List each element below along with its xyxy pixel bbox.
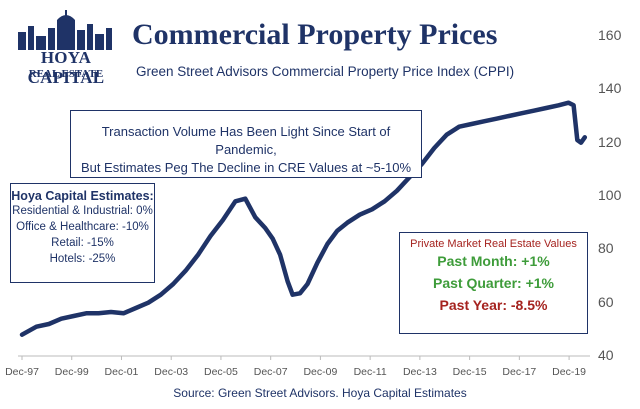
estimate-residential-industrial: Residential & Industrial: 0%: [12, 205, 153, 217]
x-tick-label: Dec-17: [502, 366, 537, 378]
past-quarter-value: Past Quarter: +1%: [433, 275, 554, 291]
pandemic-note-line-1: Transaction Volume Has Been Light Since …: [101, 124, 391, 157]
private-market-box: Private Market Real Estate Values Past M…: [399, 232, 588, 334]
past-year-value: Past Year: -8.5%: [439, 297, 548, 313]
x-tick-label: Dec-13: [402, 366, 437, 378]
y-tick-label: 40: [598, 347, 614, 363]
x-tick-label: Dec-19: [552, 366, 587, 378]
x-tick-label: Dec-15: [452, 366, 487, 378]
pandemic-note: Transaction Volume Has Been Light Since …: [70, 110, 422, 178]
x-tick-label: Dec-01: [104, 366, 139, 378]
x-tick-label: Dec-97: [5, 366, 39, 378]
logo-subtitle: REAL ESTATE: [28, 68, 104, 80]
y-tick-label: 100: [598, 187, 622, 203]
estimates-title: Hoya Capital Estimates:: [11, 189, 154, 203]
estimate-retail: Retail: -15%: [51, 237, 114, 249]
past-month-value: Past Month: +1%: [437, 253, 550, 269]
x-tick-label: Dec-11: [353, 366, 387, 378]
logo-name: HOYA CAPITAL: [27, 48, 105, 87]
private-market-title: Private Market Real Estate Values: [410, 238, 577, 250]
y-tick-label: 120: [598, 133, 622, 150]
y-tick-label: 160: [598, 27, 622, 43]
source-note: Source: Green Street Advisors. Hoya Capi…: [173, 386, 467, 400]
chart-title: Commercial Property Prices: [132, 18, 498, 51]
x-tick-label: Dec-07: [253, 366, 288, 378]
x-tick-label: Dec-09: [303, 366, 338, 378]
estimate-office-healthcare: Office & Healthcare: -10%: [16, 221, 149, 233]
x-tick-label: Dec-05: [204, 366, 238, 378]
skyline-icon: [18, 10, 112, 50]
pandemic-note-line-2: But Estimates Peg The Decline in CRE Val…: [80, 160, 412, 175]
hoya-capital-logo: HOYA CAPITAL REAL ESTATE: [14, 10, 118, 90]
series-line-cppi: [19, 100, 588, 337]
estimates-box: Hoya Capital Estimates: Residential & In…: [10, 183, 155, 283]
x-tick-label: Dec-03: [154, 366, 189, 378]
chart-subtitle: Green Street Advisors Commercial Propert…: [136, 64, 515, 79]
x-tick-marks: [21, 356, 570, 360]
y-tick-label: 80: [598, 240, 614, 257]
y-tick-label: 60: [598, 293, 614, 310]
estimate-hotels: Hotels: -25%: [49, 253, 116, 265]
y-tick-label: 140: [598, 80, 622, 97]
x-tick-label: Dec-99: [54, 366, 89, 378]
